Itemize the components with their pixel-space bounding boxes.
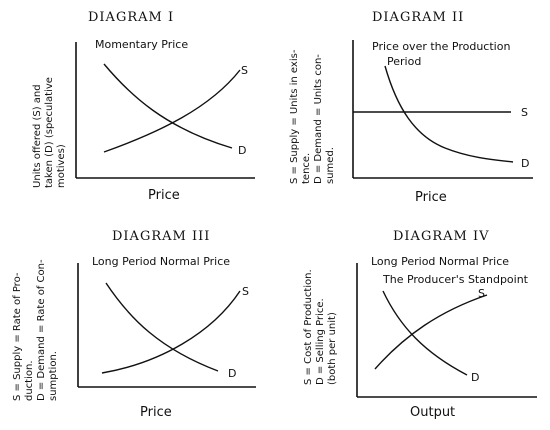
diagram-3-xlabel: Price: [140, 405, 172, 420]
diagram-1-xlabel: Price: [148, 188, 180, 203]
diagram-4-subtitle-line-2: The Producer's Standpoint: [383, 273, 528, 286]
diagram-1-title: DIAGRAM I: [88, 10, 175, 25]
diagram-3-supply-curve: [101, 290, 241, 374]
diagram-2-demand-curve: [384, 65, 514, 163]
diagram-4-plot: S D: [356, 263, 537, 398]
diagram-1-supply-label: S: [241, 64, 248, 77]
diagram-2-subtitle-line-2: Period: [387, 55, 422, 68]
diagram-2-title: DIAGRAM II: [372, 10, 465, 25]
diagram-4-xlabel: Output: [410, 405, 456, 420]
diagram-2-plot: S D: [352, 40, 533, 179]
diagram-4-demand-curve: [382, 290, 468, 376]
diagram-1-demand-label: D: [238, 144, 246, 157]
diagram-4-subtitle: Long Period Normal Price: [371, 255, 510, 268]
diagram-1-demand-curve: [103, 63, 233, 149]
diagram-2-xlabel: Price: [415, 190, 447, 205]
diagram-2: DIAGRAM II Price over the Production Per…: [275, 0, 550, 215]
diagram-2-subtitle: Price over the Production: [372, 40, 511, 53]
diagram-2-demand-label: D: [521, 157, 529, 170]
diagram-2-supply-label: S: [521, 106, 528, 119]
diagram-3-plot: S D: [77, 263, 256, 388]
diagram-4-supply-label: S: [478, 287, 485, 300]
diagram-3-demand-curve: [105, 282, 219, 372]
diagram-4: DIAGRAM IV Long Period Normal Price The …: [275, 215, 550, 430]
diagram-3: DIAGRAM III Long Period Normal Price S =…: [0, 215, 275, 430]
diagram-4-supply-curve: [374, 294, 488, 370]
diagram-1: DIAGRAM I Momentary Price Units offered …: [0, 0, 275, 215]
diagram-3-subtitle: Long Period Normal Price: [92, 255, 231, 268]
diagram-3-demand-label: D: [228, 367, 236, 380]
diagram-4-demand-label: D: [471, 371, 479, 384]
diagram-1-subtitle: Momentary Price: [95, 38, 189, 51]
diagram-1-plot: S D: [75, 42, 255, 179]
diagram-4-title: DIAGRAM IV: [393, 229, 490, 244]
diagram-3-title: DIAGRAM III: [112, 229, 211, 244]
diagram-1-supply-curve: [103, 69, 241, 153]
diagram-3-supply-label: S: [242, 285, 249, 298]
